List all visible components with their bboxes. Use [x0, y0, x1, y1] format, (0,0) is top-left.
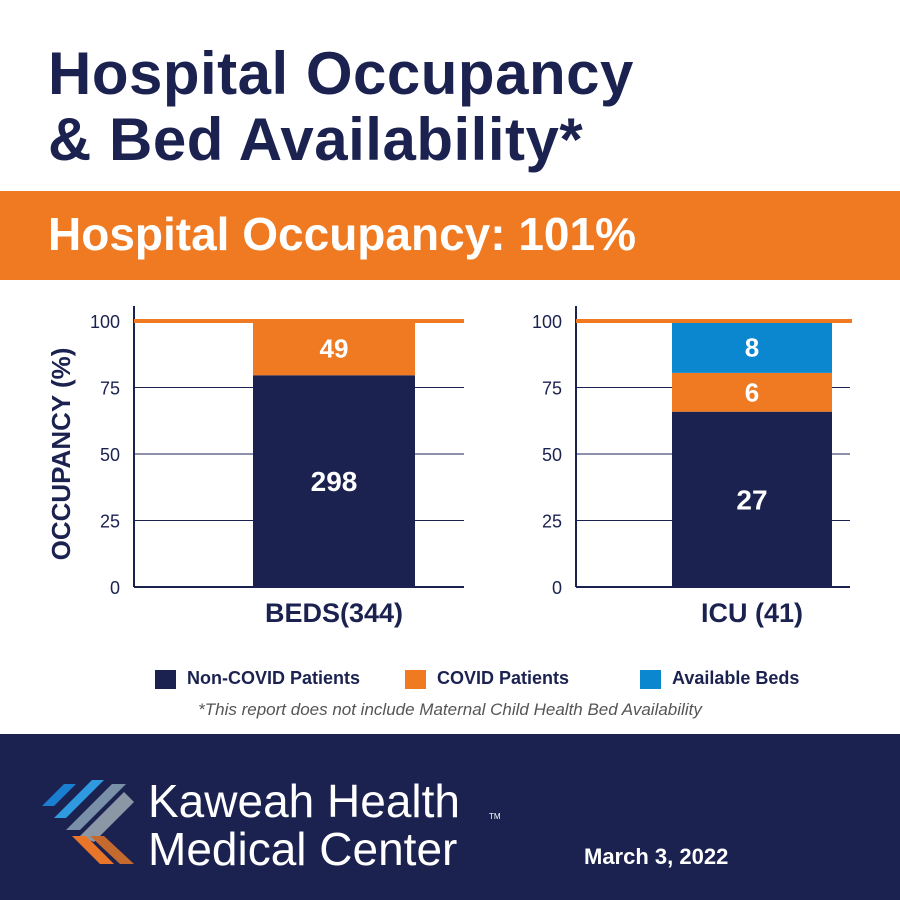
page-title-line-1: Hospital Occupancy	[48, 40, 634, 107]
y-tick-label: 100	[532, 312, 562, 332]
y-tick-label: 50	[542, 445, 562, 465]
bar-data-label: 49	[320, 333, 349, 363]
footnote: *This report does not include Maternal C…	[198, 700, 702, 719]
y-tick-label: 0	[552, 578, 562, 598]
y-tick-label: 100	[90, 312, 120, 332]
trademark-mark: TM	[489, 812, 501, 821]
icu-chart: 0 25 50 75 100 27 6 8 ICU (41)	[532, 306, 852, 628]
logo-text-line-2: Medical Center	[148, 823, 458, 875]
beds-chart: 0 25 50 75 100 298 49 BEDS(344) OCCUPANCY (%)	[46, 306, 464, 628]
y-axis-title: OCCUPANCY (%)	[46, 348, 76, 561]
legend-swatch-non-covid	[155, 670, 176, 689]
legend-label-non-covid: Non-COVID Patients	[187, 668, 361, 688]
y-tick-label: 75	[100, 379, 120, 399]
y-tick-label: 25	[100, 512, 120, 532]
page-title-line-2: & Bed Availability*	[48, 106, 584, 173]
report-date: March 3, 2022	[584, 844, 729, 869]
occupancy-banner-text: Hospital Occupancy: 101%	[48, 208, 636, 260]
bar-data-label: 27	[736, 484, 767, 515]
bar-segment	[672, 321, 832, 373]
x-category-label: ICU (41)	[701, 598, 803, 628]
bar-segment	[672, 411, 832, 587]
bar-segment	[253, 321, 415, 376]
bar-segment	[253, 375, 415, 587]
y-tick-label: 25	[542, 512, 562, 532]
legend-swatch-available	[640, 670, 661, 689]
legend-swatch-covid	[405, 670, 426, 689]
x-category-label: BEDS(344)	[265, 598, 403, 628]
bar-segment	[672, 372, 832, 412]
y-tick-label: 50	[100, 445, 120, 465]
chart-legend: Non-COVID Patients COVID Patients Availa…	[0, 666, 900, 696]
footer: Kaweah Health TM Medical Center March 3,…	[0, 734, 900, 900]
y-tick-label: 0	[110, 578, 120, 598]
bar-data-label: 6	[745, 378, 759, 408]
kaweah-logo-icon	[42, 780, 134, 864]
legend-label-covid: COVID Patients	[437, 668, 570, 688]
legend-label-available: Available Beds	[672, 668, 800, 688]
y-tick-label: 75	[542, 379, 562, 399]
bar-data-label: 8	[745, 332, 759, 362]
occupancy-banner: Hospital Occupancy: 101%	[0, 191, 900, 280]
bar-data-label: 298	[311, 466, 358, 497]
logo-text-line-1: Kaweah Health	[148, 775, 460, 827]
